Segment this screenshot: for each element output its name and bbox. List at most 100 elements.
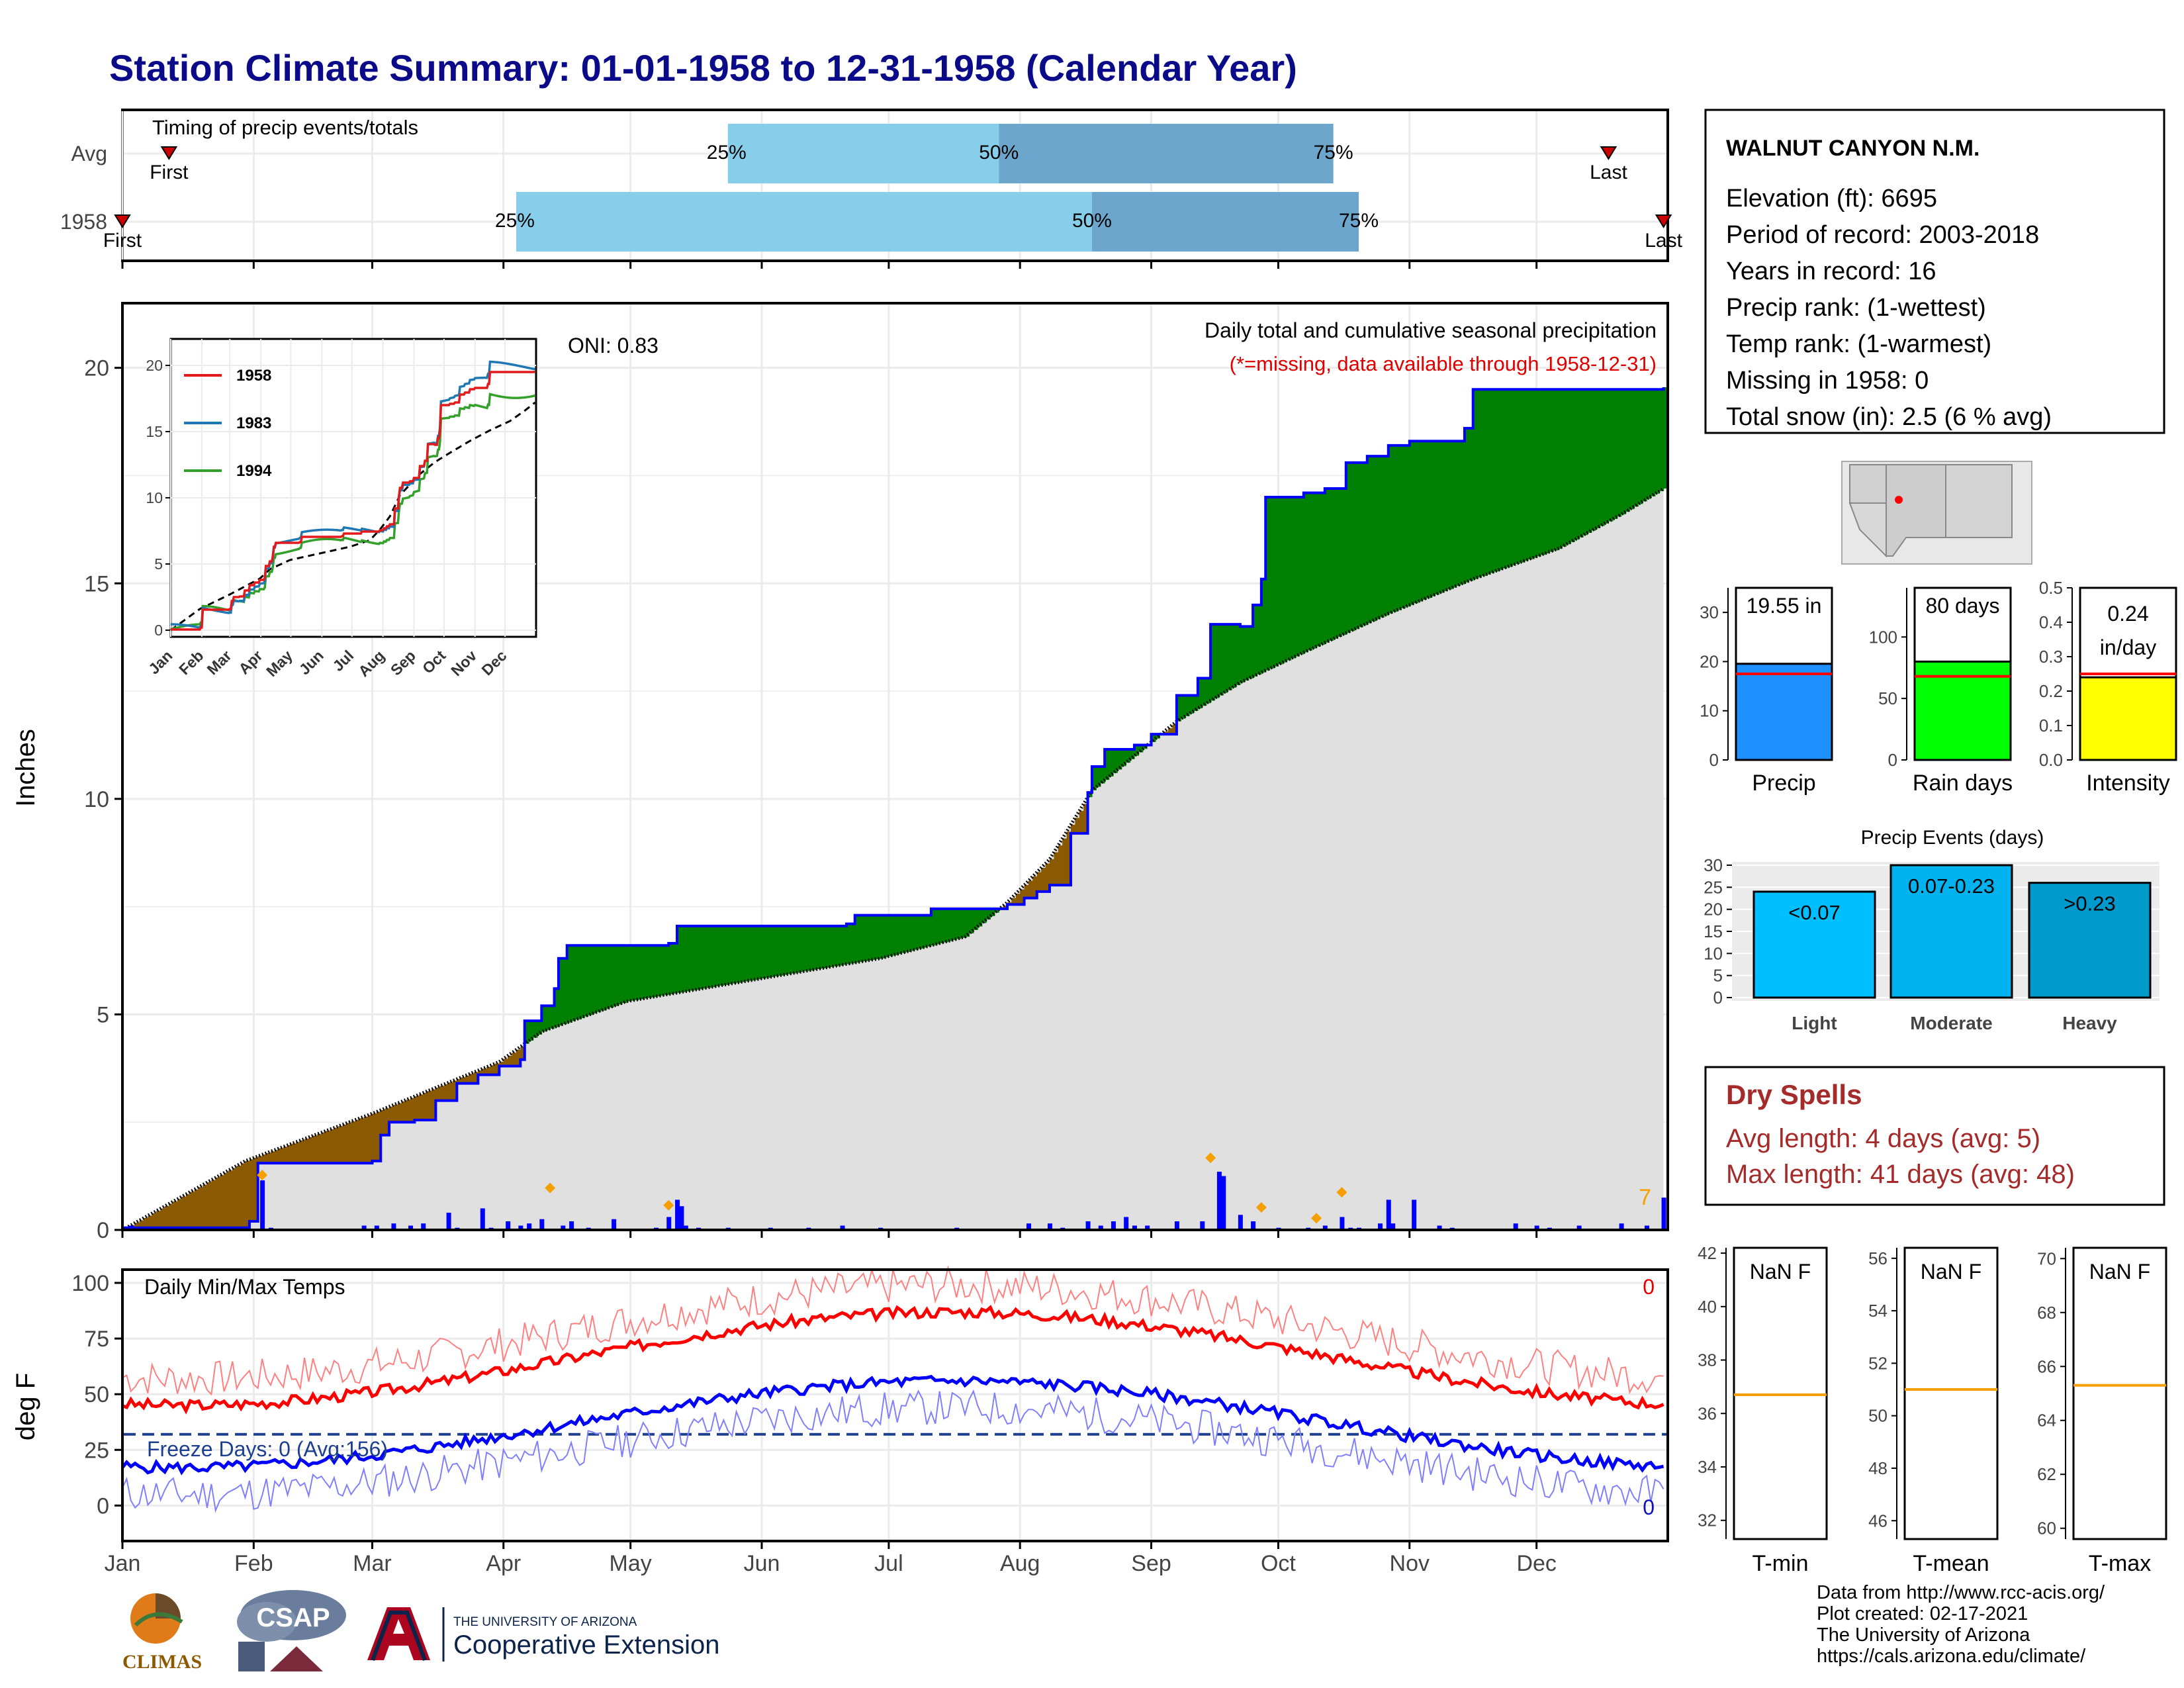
- deficit-area-slice: [423, 1092, 428, 1120]
- first-event-label: First: [150, 162, 189, 183]
- surplus-area-slice: [749, 925, 754, 981]
- surplus-area-slice: [829, 925, 835, 967]
- surplus-area-slice: [799, 925, 805, 972]
- last-event-label: Last: [1590, 162, 1627, 183]
- deficit-area-slice: [444, 1084, 449, 1101]
- surplus-area-slice: [681, 925, 686, 992]
- surplus-area-slice: [1409, 441, 1414, 605]
- deficit-area-slice: [296, 1142, 301, 1164]
- deficit-area-slice: [520, 1047, 525, 1060]
- summary-bar-tick-label: 0: [1709, 750, 1719, 770]
- surplus-area-slice: [909, 915, 915, 951]
- surplus-area-slice: [1396, 445, 1402, 610]
- surplus-area-slice: [621, 945, 627, 1004]
- surplus-area-slice: [630, 945, 635, 1001]
- deficit-area-slice: [206, 1182, 212, 1228]
- surplus-area-slice: [600, 945, 606, 1011]
- surplus-area-slice: [1274, 497, 1279, 667]
- surplus-area-slice: [838, 925, 843, 966]
- month-label: Aug: [1000, 1551, 1040, 1576]
- temp-y-axis-label: deg F: [11, 1373, 40, 1440]
- surplus-area-slice: [1422, 441, 1427, 600]
- summary-bar-tick-label: 10: [1700, 701, 1719, 721]
- summary-bar-fill: [1913, 660, 2012, 761]
- events-bar-label: Moderate: [1910, 1013, 1992, 1033]
- summary-bar-tick-label: 0.2: [2039, 681, 2063, 701]
- surplus-area-slice: [592, 945, 598, 1014]
- timing-row-1958-label: 1958: [60, 210, 107, 234]
- surplus-area-slice: [706, 925, 711, 988]
- deficit-area-slice: [1015, 894, 1021, 905]
- temp-box-tick-label: 62: [2037, 1464, 2056, 1484]
- surplus-area-slice: [876, 915, 881, 959]
- surplus-area-slice: [698, 925, 704, 990]
- deficit-area-slice: [177, 1199, 183, 1228]
- csap-logo: CSAP: [230, 1585, 349, 1678]
- deficit-area-slice: [283, 1147, 289, 1164]
- events-bar-value: >0.23: [2064, 892, 2115, 915]
- surplus-area-slice: [1570, 389, 1575, 542]
- daily-precip-bar: [840, 1225, 845, 1230]
- month-label: Jul: [874, 1551, 903, 1576]
- daily-precip-marker: [663, 1199, 674, 1211]
- surplus-area-slice: [918, 915, 923, 949]
- surplus-area-slice: [888, 915, 893, 957]
- daily-precip-marker: [1205, 1152, 1216, 1164]
- credit-plot-created: Plot created: 02-17-2021: [1817, 1603, 2028, 1624]
- temp-y-tick-label: 50: [84, 1382, 109, 1407]
- surplus-area-slice: [1447, 441, 1453, 590]
- dry-spells-avg: Avg length: 4 days (avg: 5): [1726, 1124, 2040, 1153]
- surplus-area-slice: [719, 925, 725, 986]
- deficit-area-slice: [389, 1106, 394, 1123]
- surplus-area-slice: [1541, 389, 1546, 555]
- daily-precip-bar: [1085, 1221, 1091, 1230]
- surplus-area-slice: [1473, 389, 1478, 579]
- surplus-area-slice: [960, 908, 966, 938]
- surplus-area-slice: [677, 925, 682, 993]
- daily-precip-bar: [1412, 1199, 1417, 1230]
- daily-precip-bar: [1132, 1225, 1137, 1230]
- daily-precip-bar: [1322, 1225, 1328, 1230]
- events-y-tick-label: 30: [1704, 855, 1723, 875]
- average-cumulative-line: [121, 487, 1664, 1232]
- temp-box-tick-label: 64: [2037, 1411, 2056, 1430]
- deficit-area-slice: [427, 1091, 432, 1120]
- surplus-area-slice: [1151, 734, 1156, 742]
- surplus-area-slice: [1375, 456, 1381, 620]
- temp-y-tick-label: 25: [84, 1438, 109, 1463]
- deficit-area-slice: [194, 1189, 199, 1228]
- surplus-area-slice: [723, 925, 729, 985]
- surplus-area-slice: [584, 945, 589, 1017]
- deficit-area-slice: [1003, 906, 1008, 909]
- events-bar-value: 0.07-0.23: [1908, 874, 1995, 898]
- surplus-area-slice: [1384, 456, 1389, 616]
- temp-box-label: T-min: [1752, 1551, 1809, 1576]
- surplus-area-slice: [1566, 389, 1571, 545]
- surplus-area-slice: [1414, 441, 1419, 604]
- surplus-area-slice: [825, 925, 830, 968]
- surplus-area-slice: [1218, 624, 1224, 696]
- summary-bar-tick-label: 0.1: [2039, 716, 2063, 735]
- deficit-area-slice: [465, 1075, 471, 1084]
- station-precip-rank: Precip rank: (1-wettest): [1726, 294, 1986, 322]
- summary-bar-value: 0.24: [2107, 602, 2148, 626]
- surplus-area-slice: [986, 908, 991, 920]
- ua-block-a-icon: THE UNIVERSITY OF ARIZONA Cooperative Ex…: [367, 1607, 719, 1662]
- observed-cumulative-line: [122, 387, 1665, 1229]
- surplus-area-slice: [1329, 489, 1334, 641]
- locator-map: [1841, 461, 2032, 565]
- deficit-area-slice: [215, 1177, 220, 1228]
- surplus-area-slice: [867, 915, 872, 961]
- surplus-area-slice: [944, 908, 949, 943]
- events-bar: [1752, 890, 1876, 999]
- surplus-area-slice: [1269, 497, 1275, 669]
- surplus-area-slice: [741, 925, 745, 982]
- deficit-area-slice: [279, 1148, 284, 1164]
- surplus-area-slice: [656, 945, 661, 997]
- surplus-area-slice: [1303, 492, 1308, 653]
- surplus-area-slice: [1176, 695, 1181, 722]
- deficit-area-slice: [228, 1170, 233, 1228]
- precip-y-tick-label: 5: [97, 1002, 109, 1027]
- surplus-area-slice: [1647, 389, 1652, 499]
- surplus-area-slice: [647, 945, 653, 998]
